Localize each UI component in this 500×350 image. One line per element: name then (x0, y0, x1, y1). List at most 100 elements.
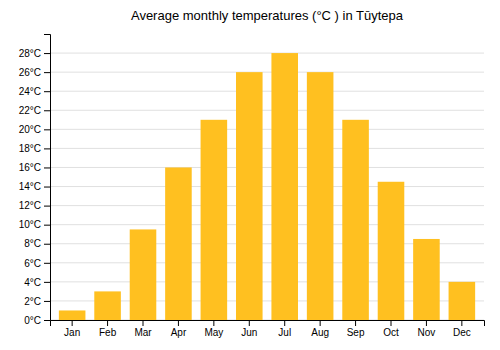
tick: Sep (347, 320, 365, 338)
tick: 20°C (19, 124, 50, 135)
tick: Jul (278, 320, 291, 338)
tick: Nov (418, 320, 436, 338)
tick-mark (355, 320, 356, 326)
tick: 12°C (19, 200, 50, 211)
tick: 28°C (19, 48, 50, 59)
tick-mark (44, 225, 50, 226)
tick-mark (44, 206, 50, 207)
bar (130, 229, 157, 320)
tick-label: Jul (278, 327, 291, 338)
tick: May (204, 320, 223, 338)
grid-line (50, 53, 484, 54)
tick-label: 26°C (19, 67, 41, 78)
x-axis: JanFebMarAprMayJunJulAugSepOctNovDec (51, 320, 485, 338)
tick: 4°C (24, 277, 50, 288)
bar (165, 167, 192, 320)
tick: Feb (99, 320, 117, 338)
tick: 2°C (24, 296, 50, 307)
tick-label: 16°C (19, 162, 41, 173)
title: Average monthly temperatures (°C ) in Tū… (131, 8, 404, 23)
bar (94, 291, 121, 320)
tick-mark (320, 320, 321, 326)
axis-line (44, 35, 51, 321)
tick-mark (284, 320, 285, 326)
bar (449, 282, 476, 320)
grid (50, 53, 484, 320)
bar (59, 310, 86, 320)
bar (271, 53, 298, 320)
grid-line (50, 148, 484, 149)
y-axis: 0°C 2°C 4°C 6°C 8°C 10°C 12°C 14°C 16°C 18°C 20°C 2… (19, 35, 51, 326)
grid-line (50, 224, 484, 225)
tick-mark (107, 320, 108, 326)
tick-label: Apr (171, 327, 187, 338)
tick-mark (44, 53, 50, 54)
tick-label: Nov (418, 327, 436, 338)
tick-mark (178, 320, 179, 326)
tick-mark (391, 320, 392, 326)
tick: Aug (311, 320, 329, 338)
tick-label: Feb (99, 327, 117, 338)
tick: Jan (64, 320, 80, 338)
tick-mark (72, 320, 73, 326)
tick: Apr (171, 320, 187, 338)
bar (307, 72, 334, 320)
tick-mark (249, 320, 250, 326)
tick-mark (44, 91, 50, 92)
tick-label: Dec (453, 327, 471, 338)
tick: 24°C (19, 86, 50, 97)
grid-line (50, 186, 484, 187)
tick-label: 28°C (19, 48, 41, 59)
tick-label: 10°C (19, 219, 41, 230)
tick: 6°C (24, 258, 50, 269)
bar (378, 182, 405, 320)
tick-mark (44, 244, 50, 245)
tick-label: Oct (383, 327, 399, 338)
grid-line (50, 205, 484, 206)
tick-mark (44, 263, 50, 264)
grid-line (50, 167, 484, 168)
tick-mark (426, 320, 427, 326)
tick-label: Sep (347, 327, 365, 338)
tick: 16°C (19, 162, 50, 173)
bar (342, 120, 369, 320)
tick-mark (44, 72, 50, 73)
tick-mark (44, 187, 50, 188)
tick: Dec (453, 320, 471, 338)
tick: 18°C (19, 143, 50, 154)
grid-line (50, 110, 484, 111)
axis-line (51, 321, 485, 327)
tick: Oct (383, 320, 399, 338)
tick-label: 14°C (19, 181, 41, 192)
tick-label: 4°C (24, 277, 41, 288)
tick-label: Jun (241, 327, 257, 338)
tick-mark (44, 110, 50, 111)
tick-label: May (204, 327, 223, 338)
tick-mark (44, 148, 50, 149)
tick-label: 0°C (24, 315, 41, 326)
tick-mark (44, 129, 50, 130)
tick: 10°C (19, 219, 50, 230)
tick-mark (44, 167, 50, 168)
tick-label: Jan (64, 327, 80, 338)
tick: Jun (241, 320, 257, 338)
grid-line (50, 129, 484, 130)
tick-label: 20°C (19, 124, 41, 135)
tick: 22°C (19, 105, 50, 116)
tick-label: 2°C (24, 296, 41, 307)
tick-label: 22°C (19, 105, 41, 116)
tick-mark (44, 301, 50, 302)
tick-label: Aug (311, 327, 329, 338)
tick-mark (213, 320, 214, 326)
grid-line (50, 72, 484, 73)
tick-mark (143, 320, 144, 326)
chart: JanFebMarAprMayJunJulAugSepOctNovDec0°C2… (0, 0, 500, 350)
tick-label: 6°C (24, 258, 41, 269)
tick-mark (461, 320, 462, 326)
tick-label: 8°C (24, 238, 41, 249)
tick: 26°C (19, 67, 50, 78)
plot-area (59, 53, 475, 320)
bar (201, 120, 228, 320)
tick-mark (44, 282, 50, 283)
bar (236, 72, 263, 320)
